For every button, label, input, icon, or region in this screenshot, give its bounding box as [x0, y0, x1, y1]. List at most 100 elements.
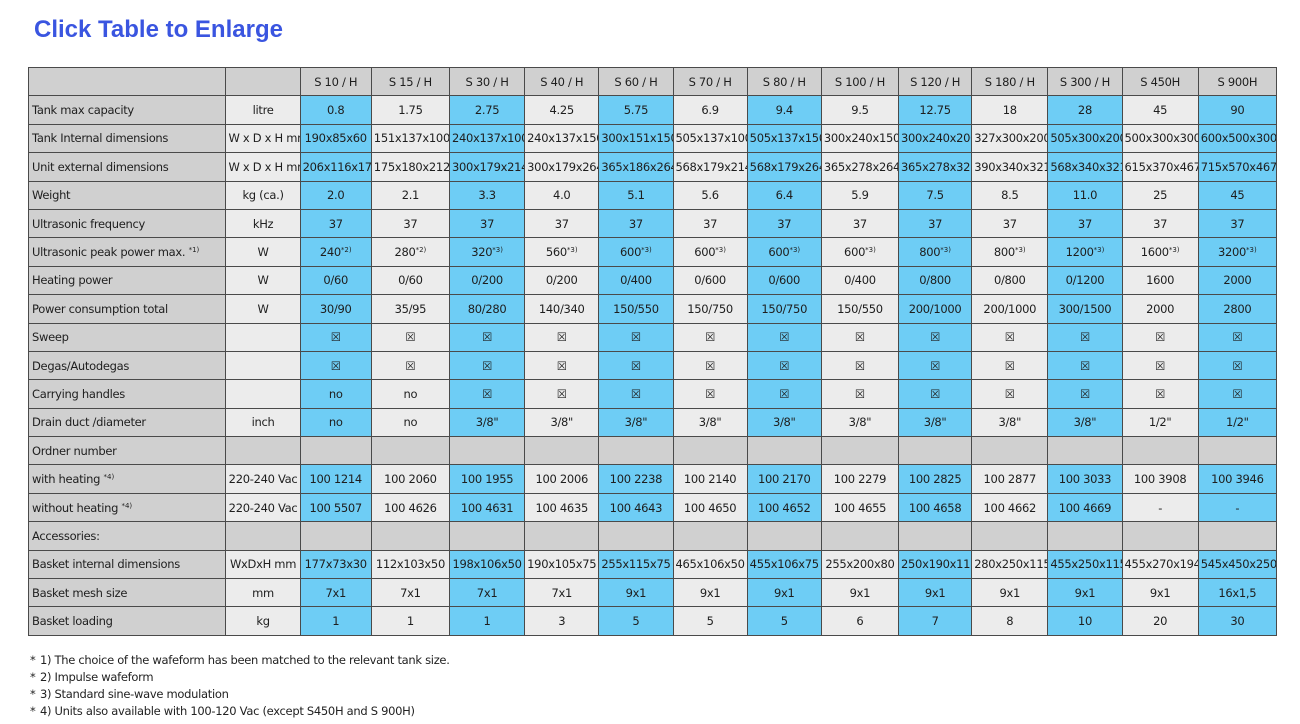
cell-value: ☒	[1004, 358, 1015, 373]
table-cell: 100 3033	[1047, 464, 1123, 494]
cell-value: 3/8"	[624, 415, 648, 430]
table-cell: 37	[524, 208, 600, 239]
footnote-marker: *4)	[103, 473, 115, 482]
cell-value: ☒	[482, 386, 493, 401]
table-cell: ☒	[598, 322, 674, 352]
cell-value: 37	[928, 216, 943, 231]
cell-value: 3/8"	[1073, 415, 1097, 430]
cell-value: 615x370x467	[1124, 159, 1199, 174]
footnote-marker: *2)	[340, 246, 352, 255]
table-cell: 568x340x321	[1047, 152, 1123, 182]
header-label-column	[27, 66, 227, 97]
table-cell: 7.5	[898, 180, 973, 210]
table-cell: 190x105x75	[524, 549, 600, 580]
table-cell: 2.1	[370, 180, 450, 210]
table-cell: 5.75	[598, 95, 674, 125]
table-cell: 100 2238	[598, 464, 674, 494]
footnote-marker: *4)	[121, 501, 133, 510]
table-row: Sweep ☒ ☒ ☒ ☒ ☒ ☒ ☒ ☒ ☒ ☒ ☒ ☒ ☒	[27, 322, 1278, 352]
footnote-text: 4) Units also available with 100-120 Vac…	[40, 704, 415, 718]
cell-value: ☒	[330, 358, 341, 373]
table-cell: 3/8"	[524, 407, 600, 438]
cell-value: 320	[471, 245, 493, 260]
table-cell	[448, 521, 526, 551]
cell-value: 300x151x150	[601, 131, 673, 146]
table-cell	[1047, 436, 1123, 466]
table-cell: ☒	[299, 322, 372, 352]
cell-value: 100 3908	[1133, 472, 1187, 487]
cell-value: 600	[844, 245, 866, 260]
table-cell: ☒	[1197, 350, 1278, 381]
column-header: S 40 / H	[524, 66, 600, 97]
page-title[interactable]: Click Table to Enlarge	[34, 16, 283, 43]
table-cell: 0/200	[448, 265, 526, 296]
table-row: with heating *4) 220-240 Vac 100 1214 100 2…	[27, 464, 1278, 494]
table-cell: 200/1000	[898, 294, 973, 324]
cell-value: 0/200	[471, 273, 503, 288]
cell-value: 5	[706, 614, 714, 629]
cell-value: 200/1000	[983, 301, 1037, 316]
row-label: Carrying handles	[27, 379, 227, 409]
table-cell: 545x450x250	[1197, 549, 1278, 580]
table-cell: 6.9	[672, 95, 748, 125]
table-cell	[299, 521, 372, 551]
table-cell: 100 2877	[971, 464, 1049, 494]
cell-value: 500x300x300	[1124, 131, 1199, 146]
row-label: with heating *4)	[27, 464, 227, 494]
cell-value: 16x1,5	[1218, 585, 1257, 600]
table-cell: 455x270x194	[1121, 549, 1199, 580]
cell-value: 206x116x178	[302, 159, 372, 174]
table-row: Heating power W 0/60 0/60 0/200 0/200 0/400 0/6…	[27, 265, 1278, 296]
cell-value: ☒	[854, 330, 865, 345]
table-cell	[598, 521, 674, 551]
cell-value: 0/400	[844, 273, 876, 288]
table-cell: 7	[898, 606, 973, 636]
table-cell: 28	[1047, 95, 1123, 125]
table-cell: 100 4658	[898, 492, 973, 523]
table-cell: no	[370, 407, 450, 438]
table-cell: 100 4631	[448, 492, 526, 523]
cell-value: 37	[1002, 216, 1017, 231]
table-cell: 1.75	[370, 95, 450, 125]
cell-value: 100 4652	[758, 500, 811, 515]
table-cell: ☒	[746, 322, 822, 352]
table-cell: 327x300x200	[971, 123, 1049, 154]
cell-value: 35/95	[394, 301, 427, 316]
table-cell: 100 2060	[370, 464, 450, 494]
table-cell: 600x500x300	[1197, 123, 1278, 154]
table-cell: 18	[971, 95, 1049, 125]
cell-value: 9x1	[1149, 585, 1171, 600]
cell-value: 0/60	[398, 273, 423, 288]
cell-value: 9x1	[773, 585, 795, 600]
cell-value: 240x137x150	[527, 131, 599, 146]
cell-value: 37	[480, 216, 495, 231]
table-row: Carrying handles no no ☒ ☒ ☒ ☒ ☒ ☒ ☒ ☒ ☒ ☒ ☒	[27, 379, 1278, 409]
table-cell: 37	[598, 208, 674, 239]
footnote: * 4) Units also available with 100-120 Va…	[30, 703, 450, 720]
cell-value: 45	[1153, 103, 1168, 118]
cell-value: 3/8"	[698, 415, 722, 430]
cell-value: 100 4658	[908, 500, 962, 515]
cell-value: ☒	[1232, 330, 1243, 345]
table-cell: 3/8"	[746, 407, 822, 438]
cell-value: 37	[554, 216, 569, 231]
table-row: Ultrasonic frequency kHz 37 37 37 37 37 37 37 37 3…	[27, 208, 1278, 239]
footnote-star: *	[30, 653, 36, 667]
cell-value: 240	[319, 245, 341, 260]
table-cell: 150/550	[598, 294, 674, 324]
cell-value: ☒	[1004, 386, 1015, 401]
table-cell: 20	[1121, 606, 1199, 636]
cell-value: 1600	[1146, 273, 1175, 288]
cell-value: 37	[403, 216, 418, 231]
table-cell: 9.4	[746, 95, 822, 125]
table-cell: 5.6	[672, 180, 748, 210]
table-cell: ☒	[448, 350, 526, 381]
cell-value: ☒	[482, 358, 493, 373]
table-cell: 3	[524, 606, 600, 636]
cell-value: 300x240x150	[823, 131, 899, 146]
cell-value: 30/90	[319, 301, 352, 316]
table-cell: 37	[1197, 208, 1278, 239]
row-unit: W	[225, 237, 301, 267]
cell-value: 100 5507	[309, 500, 362, 515]
